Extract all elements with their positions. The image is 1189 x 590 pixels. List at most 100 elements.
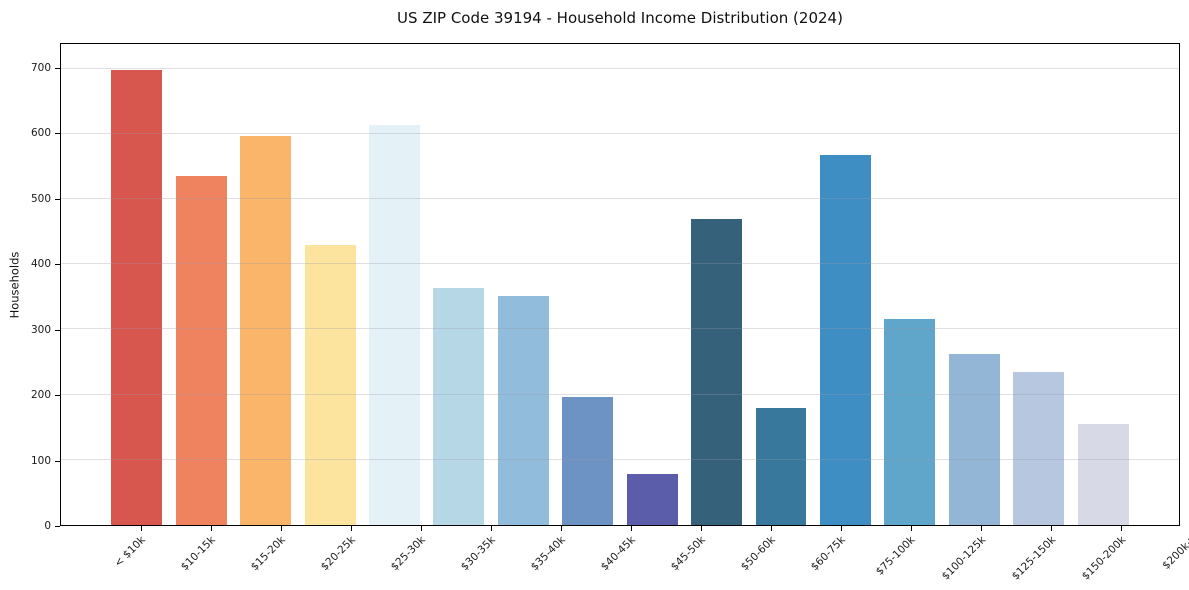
x-tick-mark [910,526,912,531]
bar-slot [427,44,491,525]
bar-3 [240,135,292,525]
x-tick-label: $200k+ [1159,534,1189,572]
y-tick-label-600: 600 [30,127,51,140]
y-tick-label-500: 500 [30,192,51,205]
bar-slot [556,44,620,525]
x-tick-slot [806,526,876,532]
x-tick-label: $40-45k [598,534,638,574]
x-tick-label: $15-20k [248,534,288,574]
x-tick-mark [840,526,842,531]
bar-slot [362,44,426,525]
x-tick-mark [560,526,562,531]
bar-slot [684,44,748,525]
bar-slot [298,44,362,525]
x-tick-label: $35-40k [528,534,568,574]
chart-title: US ZIP Code 39194 - Household Income Dis… [397,9,843,27]
bar-5 [369,125,420,525]
y-tick-label-700: 700 [30,61,51,74]
x-tick-label: $150-200k [1079,534,1128,583]
x-tick-slot [316,526,386,532]
y-tick-mark-0 [55,526,60,527]
x-tick-slot [456,526,526,532]
plot-area [60,43,1180,526]
y-tick-mark-100 [55,460,60,462]
bar-10 [691,219,743,525]
x-label-slot: $35-40k [526,526,596,586]
bar-4 [304,245,356,525]
x-tick-slot [176,526,246,532]
y-tick-mark-600 [55,133,60,135]
bar-14 [948,353,1000,525]
x-tick-label: $10-15k [178,534,218,574]
x-tick-mark [980,526,982,531]
x-tick-mark [1050,526,1052,531]
x-label-slot: < $10k [106,526,176,586]
x-label-slot: $25-30k [386,526,456,586]
x-tick-slot [666,526,736,532]
x-tick-mark [770,526,772,531]
x-tick-label: $75-100k [874,534,918,578]
y-tick-label-300: 300 [30,323,51,336]
x-tick-label: $50-60k [738,534,778,574]
bar-16 [1077,423,1129,525]
x-tick-slot [1016,526,1086,532]
bar-2 [175,176,227,525]
x-tick-label: $20-25k [318,534,358,574]
x-label-slot: $20-25k [316,526,386,586]
x-tick-slot [106,526,176,532]
bar-11 [755,407,807,525]
x-tick-slot [596,526,666,532]
x-label-slot: $200k+ [1156,526,1189,586]
bar-13 [884,319,936,525]
x-tick-label: $125-150k [1009,534,1058,583]
y-tick-mark-500 [55,198,60,200]
bar-9 [626,473,678,525]
x-label-slot: $10-15k [176,526,246,586]
y-tick-mark-300 [55,329,60,331]
x-axis-labels: < $10k $10-15k $15-20k $20-25k $25-30k $30-35… [60,526,1189,586]
x-tick-mark [420,526,422,531]
bars-track [61,44,1179,525]
bar-slot [813,44,877,525]
x-tick-slot [736,526,806,532]
x-label-slot: $100-125k [939,526,1016,586]
x-label-slot: $75-100k [874,526,946,586]
x-tick-label: < $10k [112,534,148,570]
bar-slot [491,44,555,525]
x-axis-ticks [60,526,1189,532]
bar-slot [233,44,297,525]
x-tick-mark [350,526,352,531]
x-tick-slot [386,526,456,532]
bar-slot [105,44,169,525]
y-tick-label-200: 200 [30,389,51,402]
x-tick-label: $45-50k [668,534,708,574]
x-tick-mark [1120,526,1122,531]
x-tick-slot [876,526,946,532]
y-tick-mark-200 [55,395,60,397]
x-tick-label: $60-75k [808,534,848,574]
x-label-slot: $45-50k [666,526,736,586]
y-axis: 0 100 200 300 400 500 600 700 [0,0,60,590]
bar-1 [111,70,163,525]
x-tick-mark [490,526,492,531]
bar-slot [942,44,1006,525]
y-tick-label-100: 100 [30,454,51,467]
bar-7 [497,295,549,525]
x-tick-mark [280,526,282,531]
bar-6 [433,287,485,525]
x-tick-slot [946,526,1016,532]
x-label-slot: $50-60k [736,526,806,586]
x-label-slot: $125-150k [1009,526,1086,586]
bar-slot [1071,44,1135,525]
bar-slot [620,44,684,525]
x-tick-mark [210,526,212,531]
x-label-slot: $30-35k [456,526,526,586]
x-tick-label: $30-35k [458,534,498,574]
x-label-slot: $150-200k [1079,526,1156,586]
y-tick-label-0: 0 [44,520,51,532]
y-tick-mark-700 [55,67,60,69]
x-tick-label: $100-125k [939,534,988,583]
x-tick-slot [246,526,316,532]
x-tick-mark [140,526,142,531]
bar-slot [169,44,233,525]
